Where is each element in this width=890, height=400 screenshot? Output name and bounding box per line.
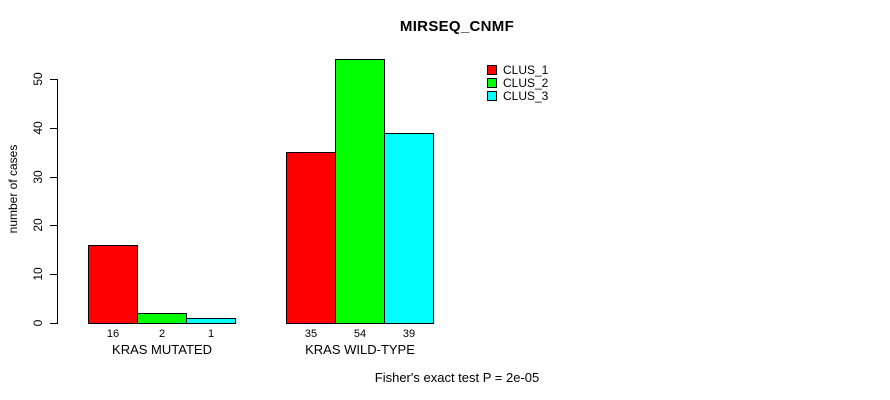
bar-clus-3-kras-mutated: [186, 318, 236, 324]
y-tick-0: [50, 323, 57, 324]
legend: CLUS_1 CLUS_2 CLUS_3: [487, 62, 549, 103]
bar-value-label-clus-1-kras-wild-type: 35: [304, 328, 318, 340]
y-axis-line: [57, 79, 58, 324]
y-axis-label: number of cases: [6, 144, 20, 234]
bar-value-label-clus-3-kras-wild-type: 39: [402, 328, 416, 340]
bar-value-label-clus-1-kras-mutated: 16: [106, 328, 120, 340]
y-tick-label-30: 30: [31, 170, 45, 184]
bar-clus-2-kras-wild-type: [335, 59, 385, 324]
legend-swatch-clus-2: [487, 77, 497, 88]
legend-entry-clus-1: CLUS_1: [487, 62, 549, 77]
y-tick-label-10: 10: [31, 267, 45, 281]
legend-entry-clus-3: CLUS_3: [487, 88, 549, 103]
y-tick-label-20: 20: [31, 218, 45, 232]
legend-swatch-clus-3: [487, 90, 497, 101]
y-tick-50: [50, 79, 57, 80]
legend-entry-clus-2: CLUS_2: [487, 75, 549, 90]
bar-value-label-clus-3-kras-mutated: 1: [207, 328, 215, 340]
y-tick-label-0: 0: [31, 319, 45, 327]
bar-clus-1-kras-wild-type: [286, 152, 336, 324]
y-tick-20: [50, 225, 57, 226]
bar-value-label-clus-2-kras-mutated: 2: [158, 328, 166, 340]
bar-clus-1-kras-mutated: [88, 245, 138, 324]
bar-value-label-clus-2-kras-wild-type: 54: [353, 328, 367, 340]
y-tick-10: [50, 274, 57, 275]
chart-title: MIRSEQ_CNMF: [399, 18, 515, 35]
bar-clus-3-kras-wild-type: [384, 133, 434, 324]
y-tick-30: [50, 177, 57, 178]
y-tick-40: [50, 128, 57, 129]
legend-label-clus-1: CLUS_1: [503, 62, 549, 77]
legend-label-clus-2: CLUS_2: [503, 75, 549, 90]
legend-swatch-clus-1: [487, 64, 497, 75]
bar-clus-2-kras-mutated: [137, 313, 187, 324]
y-tick-label-40: 40: [31, 121, 45, 135]
category-label-kras-mutated: KRAS MUTATED: [112, 342, 212, 357]
category-label-kras-wild-type: KRAS WILD-TYPE: [305, 342, 415, 357]
legend-label-clus-3: CLUS_3: [503, 88, 549, 103]
y-tick-label-50: 50: [31, 72, 45, 86]
fisher-test-annotation: Fisher's exact test P = 2e-05: [374, 370, 540, 385]
